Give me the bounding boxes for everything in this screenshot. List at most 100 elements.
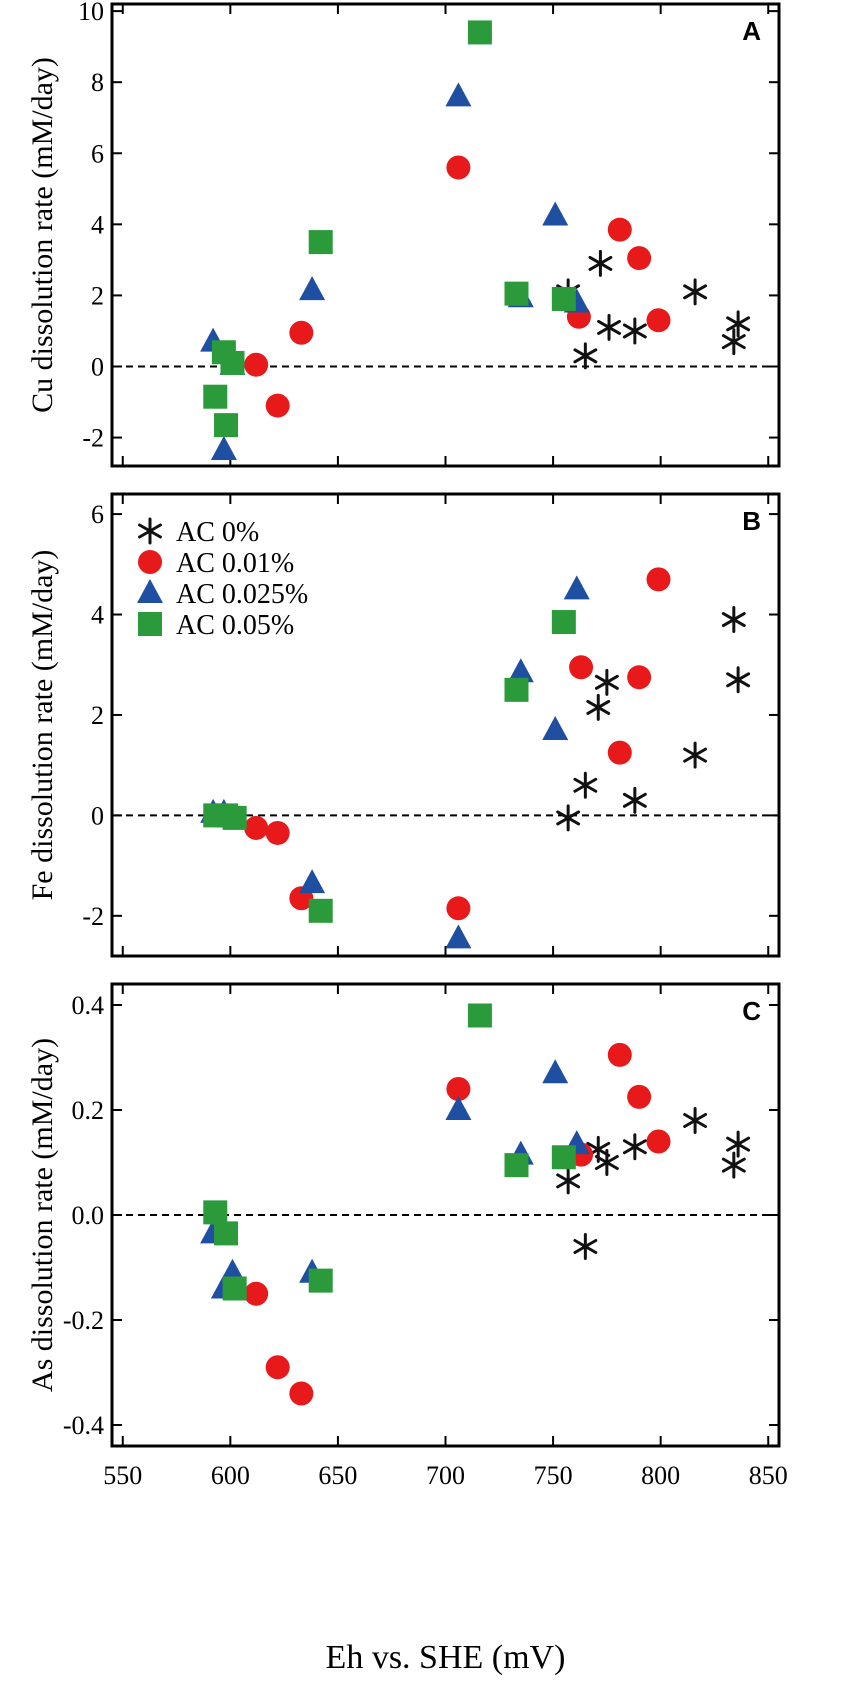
x-tick-label: 600 [211, 1461, 250, 1490]
series-circle [244, 1042, 671, 1406]
panel-letter: A [742, 16, 761, 46]
y-tick-label: 0.4 [72, 991, 105, 1020]
data-point [542, 1059, 569, 1084]
panel-a: -2 0 2 4 6 8 10 Cu dissolution rate (mM/day) A [26, 0, 781, 468]
x-tick-label: 750 [534, 1461, 573, 1490]
data-point [607, 1042, 632, 1067]
data-point [622, 786, 647, 814]
data-point [220, 350, 245, 375]
data-point [222, 1276, 247, 1301]
data-point [721, 606, 746, 634]
panel-c: -0.4 -0.2 0.0 0.2 0.4 550 600 650 700 750 800 850 As… [26, 982, 788, 1490]
data-point [467, 20, 492, 45]
legend-label: AC 0.01% [176, 548, 294, 579]
data-point [308, 898, 333, 923]
y-tick-label: -0.2 [63, 1306, 104, 1335]
y-tick-label: 0.0 [72, 1201, 105, 1230]
data-point [542, 716, 569, 741]
y-tick-label: 2 [91, 701, 104, 730]
y-tick-label: -0.4 [63, 1411, 104, 1440]
x-tick-label: 700 [426, 1461, 465, 1490]
data-point [504, 677, 529, 702]
data-point [573, 342, 598, 370]
data-point [265, 820, 290, 845]
x-tick-label: 800 [641, 1461, 680, 1490]
data-point [721, 328, 746, 356]
data-point [594, 1149, 619, 1176]
legend-label: AC 0.05% [176, 610, 294, 641]
data-point [203, 384, 228, 409]
series-circle [244, 567, 671, 921]
x-tick-label: 850 [749, 1461, 788, 1490]
y-axis-label: Cu dissolution rate (mM/day) [26, 57, 59, 413]
y-tick-label: -2 [82, 424, 104, 453]
data-point [289, 1381, 314, 1406]
panel-letter: B [742, 506, 761, 536]
series-square [203, 1003, 576, 1301]
data-point [586, 693, 611, 721]
panel-b: -2 0 2 4 6 Fe dissolution rate (mM/day) B [26, 492, 781, 958]
data-point [622, 1133, 647, 1161]
data-point [504, 1153, 529, 1178]
data-point [683, 278, 708, 306]
y-tick-label: 4 [91, 601, 104, 630]
y-axis-label: Fe dissolution rate (mM/day) [26, 550, 59, 901]
data-point [289, 320, 314, 345]
legend-item: AC 0.025% [137, 579, 308, 610]
data-point [214, 413, 239, 438]
y-tick-label: 10 [78, 0, 104, 26]
series-triangle [200, 82, 590, 461]
data-point [551, 286, 576, 311]
legend-marker [138, 517, 162, 545]
data-point [726, 310, 751, 338]
data-point [569, 655, 594, 680]
data-point [556, 804, 581, 832]
legend-item: AC 0.01% [138, 548, 294, 579]
data-point [556, 1167, 581, 1195]
data-point [214, 1221, 239, 1246]
data-point [573, 1233, 598, 1260]
data-point [446, 155, 471, 180]
y-axis-label: As dissolution rate (mM/day) [26, 1038, 59, 1392]
x-tick-label: 650 [318, 1461, 357, 1490]
data-point [597, 313, 621, 341]
data-point [563, 575, 590, 600]
data-point [265, 1355, 290, 1380]
data-point [683, 1107, 708, 1134]
data-point [594, 668, 619, 696]
panel-letter: C [742, 996, 761, 1026]
y-tick-label: 2 [91, 281, 104, 310]
data-point [646, 308, 671, 333]
data-point [299, 869, 326, 894]
data-point [627, 665, 652, 690]
y-tick-label: 6 [91, 500, 104, 529]
y-tick-label: 6 [91, 139, 104, 168]
x-axis-label: Eh vs. SHE (mV) [326, 1639, 566, 1676]
data-point [210, 436, 237, 461]
data-point [265, 393, 290, 418]
data-point [726, 1130, 751, 1158]
data-point [445, 924, 472, 949]
data-point [299, 276, 326, 301]
data-point [607, 740, 632, 765]
data-point [222, 805, 247, 830]
legend-label: AC 0% [176, 517, 259, 548]
x-tick-label: 550 [103, 1461, 142, 1490]
legend-label: AC 0.025% [176, 579, 308, 610]
legend-marker [138, 612, 162, 636]
data-point [627, 1084, 652, 1109]
data-point [445, 82, 472, 107]
data-point [467, 1003, 492, 1028]
data-point [445, 1096, 472, 1120]
y-tick-label: 4 [91, 210, 104, 239]
legend-item: AC 0% [138, 517, 259, 548]
data-point [607, 217, 632, 242]
y-tick-label: 0.2 [72, 1096, 105, 1125]
data-point [308, 1268, 333, 1293]
legend-marker [138, 550, 162, 574]
data-point [244, 1281, 269, 1306]
data-point [683, 741, 708, 769]
series-square [203, 610, 576, 923]
data-point [622, 317, 647, 345]
